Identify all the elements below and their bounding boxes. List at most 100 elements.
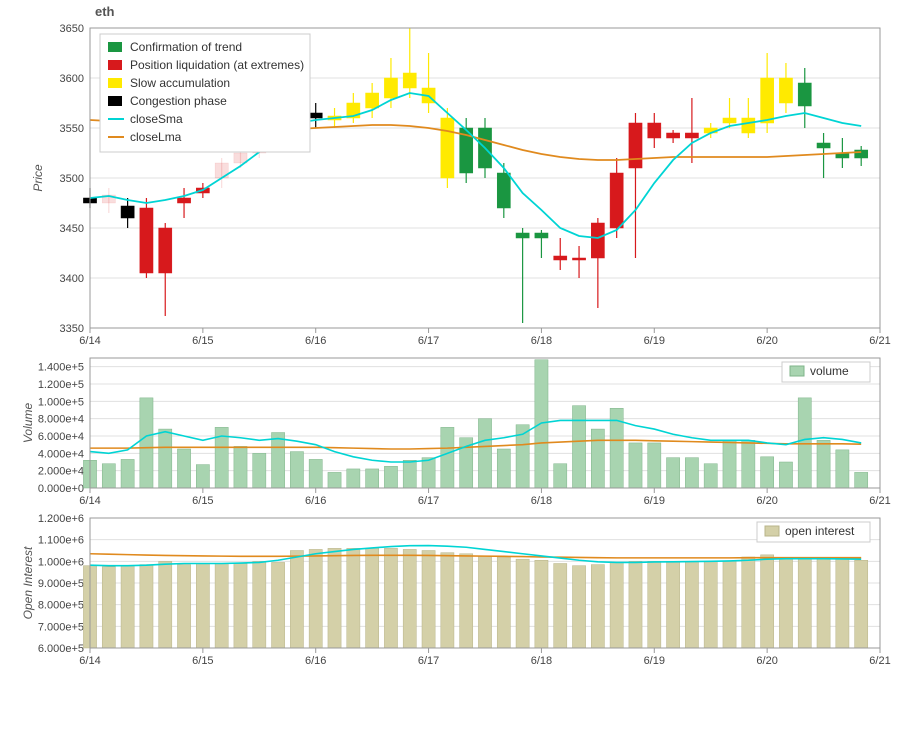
- oi-bar: [516, 559, 529, 648]
- legend-label: Slow accumulation: [130, 76, 230, 90]
- candle-body: [441, 118, 454, 178]
- oi-xtick: 6/15: [192, 655, 213, 667]
- volume-bar: [384, 466, 397, 488]
- oi-legend-label: open interest: [785, 524, 855, 538]
- price-ytick: 3600: [60, 73, 84, 85]
- oi-bar: [328, 548, 341, 648]
- volume-xtick: 6/19: [644, 495, 665, 507]
- legend-swatch: [108, 42, 122, 52]
- price-ytick: 3650: [60, 23, 84, 35]
- open-interest-panel: 6.000e+57.000e+58.000e+59.000e+51.000e+6…: [21, 513, 891, 667]
- volume-ytick: 6.000e+4: [38, 431, 84, 443]
- legend-swatch: [765, 526, 779, 536]
- price-panel: 3350340034503500355036003650Price6/146/1…: [31, 23, 891, 347]
- candle-body: [723, 118, 736, 123]
- volume-bar: [855, 472, 868, 488]
- price-xtick: 6/14: [79, 335, 100, 347]
- oi-bar: [817, 559, 830, 648]
- oi-bar: [366, 548, 379, 648]
- volume-bar: [723, 440, 736, 488]
- candle-body: [554, 256, 567, 260]
- candle-body: [610, 173, 623, 228]
- volume-bar: [328, 472, 341, 488]
- price-xtick: 6/19: [644, 335, 665, 347]
- candle-body: [667, 133, 680, 138]
- volume-xtick: 6/14: [79, 495, 100, 507]
- candle-body: [742, 118, 755, 133]
- oi-bar: [102, 567, 115, 648]
- oi-xtick: 6/18: [531, 655, 552, 667]
- oi-bar: [798, 559, 811, 648]
- oi-xtick: 6/14: [79, 655, 100, 667]
- volume-ytick: 8.000e+4: [38, 414, 84, 426]
- oi-ytick: 1.200e+6: [38, 513, 84, 525]
- oi-bar: [140, 565, 153, 648]
- volume-xtick: 6/17: [418, 495, 439, 507]
- oi-ytick: 8.000e+5: [38, 600, 84, 612]
- legend-label: Position liquidation (at extremes): [130, 58, 304, 72]
- oi-bar: [610, 562, 623, 648]
- candle-body: [761, 78, 774, 123]
- price-ylabel: Price: [31, 164, 45, 192]
- volume-bar: [648, 443, 661, 488]
- oi-bar: [177, 565, 190, 648]
- oi-bar: [591, 565, 604, 648]
- volume-xtick: 6/16: [305, 495, 326, 507]
- chart-container: eth3350340034503500355036003650Price6/14…: [0, 0, 900, 750]
- volume-bar: [591, 429, 604, 488]
- price-xtick: 6/18: [531, 335, 552, 347]
- oi-bar: [441, 553, 454, 648]
- legend-swatch: [790, 366, 804, 376]
- oi-bar: [196, 564, 209, 649]
- volume-bar: [366, 469, 379, 488]
- chart-svg: eth3350340034503500355036003650Price6/14…: [0, 0, 900, 750]
- volume-bar: [497, 449, 510, 488]
- legend-label: Congestion phase: [130, 94, 227, 108]
- candle-body: [591, 223, 604, 258]
- oi-bar: [497, 557, 510, 648]
- oi-bar: [159, 561, 172, 648]
- volume-bar: [272, 433, 285, 488]
- volume-bar: [234, 446, 247, 488]
- oi-bar: [667, 561, 680, 648]
- volume-bar: [403, 460, 416, 488]
- oi-ylabel: Open Interest: [21, 546, 35, 619]
- oi-bar: [290, 551, 303, 649]
- price-ytick: 3500: [60, 173, 84, 185]
- volume-bar: [761, 457, 774, 488]
- oi-bar: [403, 549, 416, 648]
- oi-ytick: 1.000e+6: [38, 556, 84, 568]
- candle-body: [817, 143, 830, 148]
- candle-body: [629, 123, 642, 168]
- legend-label: Confirmation of trend: [130, 40, 242, 54]
- volume-xtick: 6/15: [192, 495, 213, 507]
- candle-body: [366, 93, 379, 108]
- oi-ytick: 7.000e+5: [38, 621, 84, 633]
- volume-bar: [102, 464, 115, 488]
- oi-bar: [384, 548, 397, 648]
- volume-bar: [704, 464, 717, 488]
- candle-body: [159, 228, 172, 273]
- volume-bar: [441, 427, 454, 488]
- volume-bar: [629, 443, 642, 488]
- volume-bar: [798, 398, 811, 488]
- candle-body: [779, 78, 792, 103]
- legend-label: closeSma: [130, 112, 183, 126]
- oi-bar: [478, 556, 491, 648]
- legend-swatch: [108, 60, 122, 70]
- oi-bar: [554, 564, 567, 649]
- oi-bar: [629, 561, 642, 648]
- volume-ytick: 1.200e+5: [38, 379, 84, 391]
- oi-bar: [535, 560, 548, 648]
- volume-bar: [253, 453, 266, 488]
- oi-bar: [309, 549, 322, 648]
- oi-bar: [572, 566, 585, 648]
- oi-bar: [234, 564, 247, 649]
- price-ytick: 3550: [60, 123, 84, 135]
- candle-body: [535, 233, 548, 238]
- oi-bar: [779, 559, 792, 648]
- price-xtick: 6/21: [869, 335, 890, 347]
- price-xtick: 6/20: [756, 335, 777, 347]
- volume-bar: [347, 469, 360, 488]
- oi-xtick: 6/20: [756, 655, 777, 667]
